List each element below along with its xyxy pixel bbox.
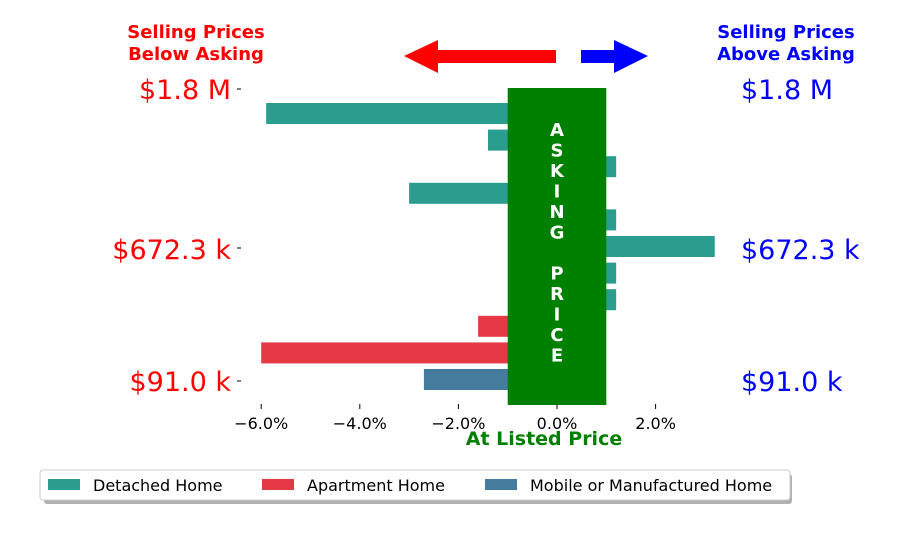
right-heading-line2: Above Asking	[717, 44, 855, 65]
asking-letter: K	[550, 161, 565, 182]
right-heading-line1: Selling Prices	[717, 22, 854, 43]
legend-label-apartment: Apartment Home	[307, 476, 445, 495]
asking-letter: R	[550, 284, 564, 305]
right-price-high: $1.8 M	[741, 75, 833, 106]
bar	[261, 342, 557, 364]
bar	[266, 103, 557, 124]
x-tick-label: −6.0%	[234, 414, 288, 433]
left-heading-line2: Below Asking	[128, 44, 264, 65]
legend-swatch-mobile	[485, 479, 517, 490]
asking-letter: G	[550, 223, 565, 244]
left-heading-line1: Selling Prices	[127, 22, 264, 43]
bars-layer	[261, 103, 715, 390]
x-tick-label: −2.0%	[431, 414, 485, 433]
asking-letter: P	[550, 264, 563, 285]
asking-letter: N	[549, 202, 564, 223]
legend-swatch-detached	[48, 479, 80, 490]
legend: Detached Home Apartment Home Mobile or M…	[39, 469, 792, 504]
legend-frame	[39, 469, 791, 501]
x-axis-ticks: −6.0% −4.0% −2.0% 0.0% 2.0%	[234, 404, 676, 433]
left-arrow-icon	[404, 40, 556, 73]
left-price-high: $1.8 M	[139, 75, 231, 106]
legend-swatch-apartment	[262, 479, 294, 490]
asking-letter: I	[554, 305, 561, 326]
asking-letter: C	[550, 325, 563, 346]
right-arrow-icon	[581, 40, 648, 73]
x-tick-label: 0.0%	[537, 414, 578, 433]
x-tick-label: 2.0%	[635, 414, 676, 433]
x-tick-label: −4.0%	[333, 414, 387, 433]
asking-letter: I	[554, 182, 561, 203]
x-axis-label: At Listed Price	[466, 428, 622, 450]
left-price-low: $91.0 k	[129, 367, 231, 398]
left-price-mid: $672.3 k	[112, 235, 231, 266]
asking-letter: A	[550, 120, 564, 141]
legend-label-detached: Detached Home	[93, 476, 223, 495]
right-price-mid: $672.3 k	[741, 235, 860, 266]
asking-price-band	[507, 88, 607, 405]
right-price-low: $91.0 k	[741, 367, 843, 398]
asking-letter: E	[551, 346, 563, 367]
asking-letter: S	[551, 141, 564, 162]
legend-label-mobile: Mobile or Manufactured Home	[530, 476, 772, 495]
